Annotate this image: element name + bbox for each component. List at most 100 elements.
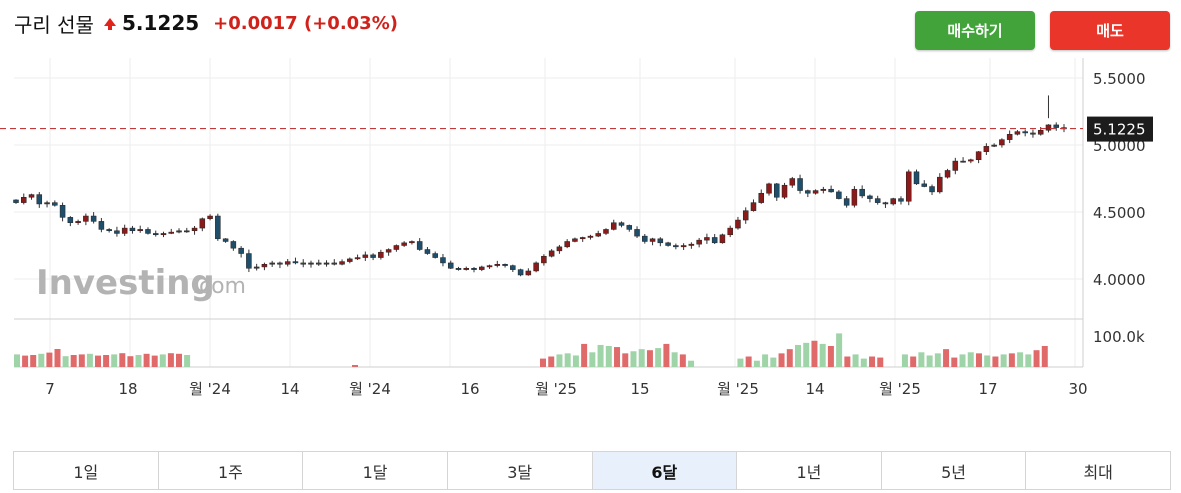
candle-body <box>913 171 920 185</box>
volume-bar <box>46 352 53 367</box>
tab-period[interactable]: 3달 <box>448 452 593 489</box>
volume-bar <box>605 346 612 367</box>
candle-body <box>727 227 733 236</box>
volume-bar <box>111 354 118 367</box>
candle-body <box>1006 134 1013 140</box>
volume-bar <box>167 353 174 367</box>
volume-bar <box>119 353 126 367</box>
candle-body <box>222 238 229 242</box>
candle-body <box>898 198 904 202</box>
price-chart[interactable]: Investing.com5.50005.00004.50004.0000100… <box>0 58 1181 403</box>
volume-bar <box>811 340 818 367</box>
candle-body <box>548 250 555 257</box>
volume-bar <box>934 353 941 367</box>
x-tick-label: 월 '24 <box>349 380 391 398</box>
x-tick-label: 30 <box>1068 380 1087 398</box>
x-tick-label: 17 <box>978 380 997 398</box>
candle-body <box>603 229 609 234</box>
x-tick-label: 14 <box>805 380 824 398</box>
volume-bar <box>630 351 637 367</box>
candle-body <box>184 230 190 233</box>
tab-period[interactable]: 5년 <box>882 452 1027 489</box>
volume-bar <box>877 357 884 367</box>
candle-body <box>968 159 974 162</box>
volume-bar <box>679 354 686 367</box>
volume-bar <box>614 347 621 367</box>
candle-body <box>354 257 361 260</box>
tab-period[interactable]: 1일 <box>14 452 159 489</box>
candle-body <box>370 254 376 258</box>
tab-period[interactable]: 1주 <box>159 452 304 489</box>
candle-body <box>90 215 97 222</box>
volume-bar <box>943 349 950 367</box>
volume-bar <box>646 350 653 367</box>
volume-bar <box>581 343 588 367</box>
candle-body <box>67 217 74 223</box>
volume-bar <box>30 355 37 367</box>
candle-body <box>486 265 493 268</box>
candle-body <box>975 151 982 160</box>
volume-bar <box>951 357 958 367</box>
tab-period[interactable]: 6달 <box>592 452 738 489</box>
candle-body <box>564 241 570 248</box>
price-change-value: +0.0017 <box>213 12 298 34</box>
y-tick-label: 4.0000 <box>1093 271 1146 289</box>
candle-body <box>300 262 306 265</box>
candle-body <box>890 198 896 205</box>
candle-body <box>937 176 943 193</box>
volume-bar <box>967 352 974 367</box>
candle-body <box>805 190 811 194</box>
volume-bar <box>78 354 85 367</box>
instrument-header: 구리 선물 5.1225 +0.0017 (+0.03%) <box>14 8 398 38</box>
sell-button[interactable]: 매도 <box>1050 11 1170 50</box>
candle-body <box>541 255 547 264</box>
candle-body <box>75 221 81 223</box>
volume-bar <box>184 355 191 367</box>
candle-body <box>106 229 112 232</box>
volume-bar <box>918 352 925 367</box>
candle-body <box>83 215 89 222</box>
candle-body <box>618 222 625 226</box>
candle-body <box>308 262 314 265</box>
candle-body <box>269 262 275 265</box>
candle-body <box>199 218 206 229</box>
candle-body <box>432 253 438 258</box>
tab-period[interactable]: 최대 <box>1083 462 1113 482</box>
candle-body <box>704 237 710 241</box>
volume-bar <box>786 349 793 367</box>
volume-bar <box>143 353 150 367</box>
candle-body <box>230 241 237 249</box>
volume-bar <box>151 355 158 367</box>
candle-body <box>556 246 563 252</box>
candle-body <box>137 229 143 232</box>
candle-body <box>921 183 928 187</box>
candle-body <box>347 258 353 262</box>
candle-body <box>479 266 485 270</box>
candle-body <box>385 249 392 253</box>
volume-bar <box>926 355 933 367</box>
tab-period[interactable]: 1년 <box>737 452 882 489</box>
candle-body <box>1014 131 1021 135</box>
volume-bar <box>127 356 134 367</box>
candle-body <box>1045 124 1052 131</box>
candle-body <box>634 229 640 237</box>
candle-body <box>160 233 167 236</box>
candle-body <box>176 230 182 233</box>
x-tick-label: 월 '25 <box>879 380 921 398</box>
volume-bar <box>803 342 810 367</box>
candle-body <box>626 225 633 230</box>
candle-body <box>797 178 803 191</box>
volume-bar <box>663 343 670 367</box>
tab-period[interactable]: 1달 <box>303 452 448 489</box>
candle-body <box>952 160 959 171</box>
y-tick-label: 4.5000 <box>1093 204 1146 222</box>
candle-body <box>502 264 508 266</box>
candle-body <box>21 197 27 203</box>
buy-button[interactable]: 매수하기 <box>915 11 1035 50</box>
candle-body <box>719 234 726 244</box>
arrow-up-icon <box>103 18 116 30</box>
volume-bar <box>597 344 604 367</box>
volume-bar <box>1000 354 1007 367</box>
volume-bar <box>352 365 358 367</box>
candle-body <box>649 238 656 242</box>
